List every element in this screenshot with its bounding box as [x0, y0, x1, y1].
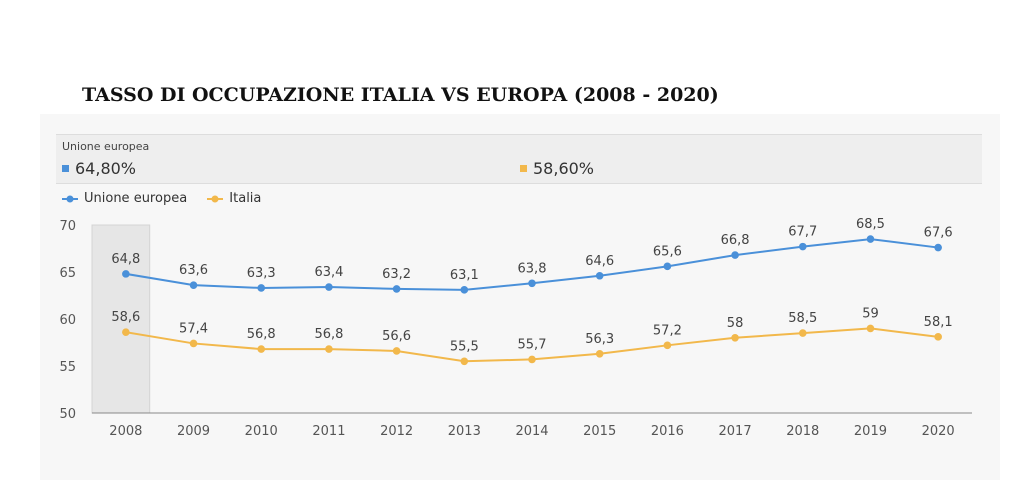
summary-value-italia: 58,60%: [520, 159, 594, 178]
series-0-point-10: [798, 242, 807, 251]
series-0-point-4: [392, 285, 401, 293]
series-0-point-9: [731, 251, 739, 259]
legend: Unione europea Italia: [62, 191, 277, 208]
legend-italia-line-icon: [207, 195, 224, 202]
x-tick-label-9: 2017: [719, 424, 752, 439]
series-0-point-3: [325, 283, 333, 291]
series-1-label-7: 56,3: [585, 332, 614, 347]
x-tick-label-5: 2013: [448, 424, 481, 439]
series-0-label-6: 63,8: [518, 261, 547, 276]
series-0-label-7: 64,6: [585, 254, 614, 269]
series-1-point-10: [798, 329, 807, 337]
series-1-point-0: [122, 328, 130, 336]
series-1-label-9: 58: [727, 316, 744, 331]
series-0-label-4: 63,2: [382, 267, 411, 282]
series-0-point-1: [189, 281, 198, 289]
series-1-point-9: [731, 334, 739, 342]
x-tick-label-1: 2009: [177, 424, 210, 439]
highlight-band: [91, 224, 151, 414]
series-1-point-2: [257, 345, 266, 353]
series-1-label-6: 55,7: [518, 337, 547, 352]
legend-eu-line-icon: [62, 195, 78, 202]
series-1-point-3: [325, 345, 333, 353]
series-1-label-0: 58,6: [111, 310, 140, 325]
legend-italia-label: Italia: [229, 191, 262, 206]
series-0-point-7: [595, 271, 604, 280]
legend-item-eu[interactable]: Unione europea: [62, 191, 187, 206]
x-tick-label-0: 2008: [109, 424, 142, 439]
series-1-point-12: [934, 333, 942, 341]
eu-color-square-icon: [62, 165, 69, 172]
series-1-point-8: [663, 341, 672, 350]
legend-item-italia[interactable]: Italia: [207, 191, 261, 206]
series-1-point-1: [189, 339, 198, 348]
series-1-label-4: 56,6: [382, 329, 411, 344]
series-0-label-5: 63,1: [450, 268, 479, 283]
y-tick-label-0: 50: [59, 407, 76, 422]
x-tick-label-8: 2016: [651, 424, 684, 439]
summary-value-eu: 64,80%: [62, 159, 136, 178]
x-tick-label-11: 2019: [854, 424, 887, 439]
series-1-label-12: 58,1: [924, 315, 953, 330]
series-0-label-2: 63,3: [247, 266, 276, 281]
series-1-point-11: [866, 324, 875, 333]
series-0-label-11: 68,5: [856, 217, 885, 232]
series-0-label-0: 64,8: [111, 252, 140, 267]
series-0-point-6: [528, 279, 536, 288]
x-tick-label-2: 2010: [245, 424, 278, 439]
series-1-label-10: 58,5: [788, 311, 817, 326]
y-tick-label-3: 65: [59, 266, 76, 281]
series-1-point-4: [392, 347, 401, 355]
series-1-label-2: 56,8: [247, 327, 276, 342]
series-0-label-3: 63,4: [314, 265, 343, 280]
legend-eu-label: Unione europea: [84, 191, 188, 206]
x-tick-label-6: 2014: [515, 424, 548, 439]
series-1-label-5: 55,5: [450, 339, 479, 354]
summary-value-eu-text: 64,80%: [75, 159, 137, 178]
series-0-point-2: [257, 284, 266, 292]
series-0-point-5: [460, 286, 469, 294]
y-tick-label-2: 60: [59, 313, 76, 328]
summary-value-italia-text: 58,60%: [533, 159, 595, 178]
summary-bar: Unione europea 64,80% 58,60%: [56, 134, 982, 184]
series-1-point-6: [528, 355, 536, 364]
series-1-label-3: 56,8: [314, 327, 343, 342]
x-tick-label-3: 2011: [312, 424, 345, 439]
series-0-point-8: [663, 262, 672, 271]
italia-color-square-icon: [520, 165, 527, 172]
series-0-point-0: [122, 270, 130, 278]
series-1-label-11: 59: [862, 306, 879, 321]
series-0-label-9: 66,8: [721, 233, 750, 248]
series-1-label-1: 57,4: [179, 321, 208, 336]
series-1-point-5: [460, 357, 469, 366]
series-0-label-1: 63,6: [179, 263, 208, 278]
y-tick-label-1: 55: [59, 360, 76, 375]
chart-title: TASSO DI OCCUPAZIONE ITALIA VS EUROPA (2…: [82, 84, 719, 106]
y-tick-label-4: 70: [59, 219, 76, 234]
series-1-point-7: [595, 349, 604, 358]
series-0-label-8: 65,6: [653, 244, 682, 259]
series-0-label-12: 67,6: [924, 226, 953, 241]
x-tick-label-12: 2020: [922, 424, 955, 439]
series-0-point-12: [934, 243, 942, 252]
series-0-point-11: [866, 235, 875, 243]
series-0-label-10: 67,7: [788, 225, 817, 240]
series-1-label-8: 57,2: [653, 323, 682, 338]
x-tick-label-7: 2015: [583, 424, 616, 439]
summary-header: Unione europea: [62, 140, 150, 153]
x-tick-label-4: 2012: [380, 424, 413, 439]
x-tick-label-10: 2018: [786, 424, 819, 439]
